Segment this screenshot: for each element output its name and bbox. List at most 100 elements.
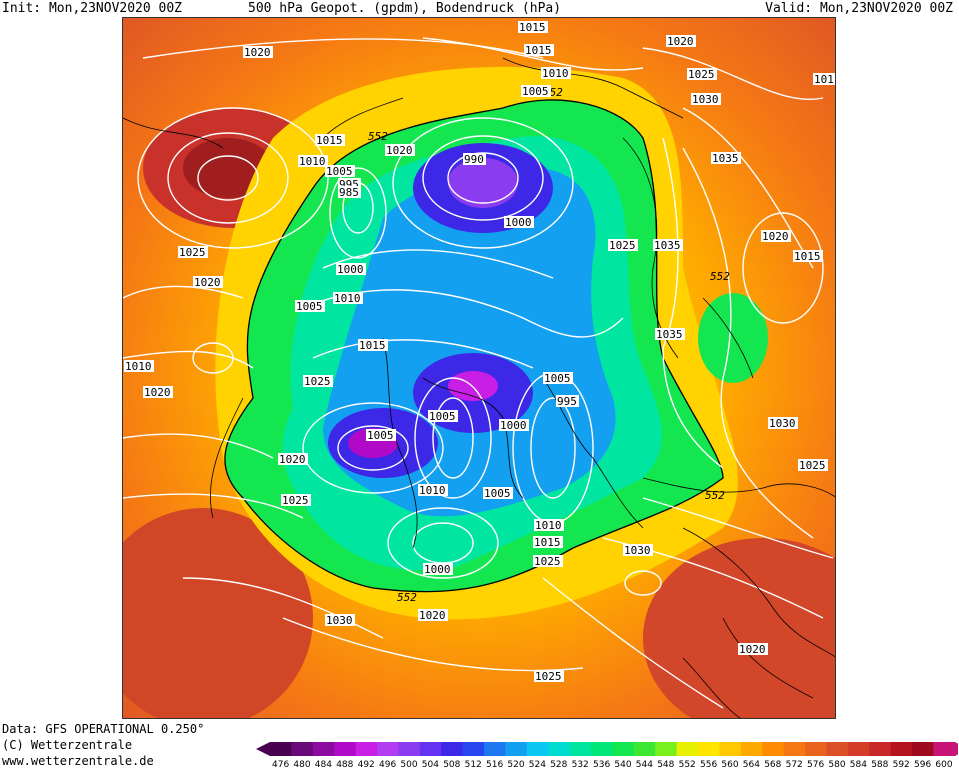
- isobar-value-label: 1010: [541, 67, 571, 80]
- legend-swatch: [462, 742, 485, 756]
- legend-swatch: [890, 742, 913, 756]
- isobar-value-label: 1005: [428, 410, 458, 423]
- isobar-value-label: 1015: [315, 134, 345, 147]
- legend-swatch: [847, 742, 870, 756]
- isobar-value-label: 1015: [776, 718, 806, 719]
- isobar-value-label: 1015: [533, 536, 563, 549]
- legend-value-label: 528: [550, 760, 567, 770]
- valid-time-label: Valid: Mon,23NOV2020 00Z: [765, 1, 953, 16]
- legend-value-label: 524: [529, 760, 546, 770]
- legend-value-label: 600: [935, 760, 952, 770]
- svg-text:1035: 1035: [712, 152, 739, 165]
- svg-text:1010: 1010: [125, 360, 152, 373]
- isobar-value-label: 1000: [504, 216, 534, 229]
- isobar-value-label: 1020: [761, 230, 791, 243]
- svg-text:1015: 1015: [525, 44, 552, 57]
- legend-value-label: 480: [293, 760, 310, 770]
- svg-text:1020: 1020: [194, 276, 221, 289]
- isobar-value-label: 990: [463, 153, 486, 166]
- isobar-value-label: 1025: [798, 459, 828, 472]
- legend-swatch: [484, 742, 506, 756]
- isobar-value-label: 1030: [325, 614, 355, 627]
- legend-swatch: [569, 742, 592, 756]
- legend-value-label: 512: [465, 760, 482, 770]
- isobar-value-label: 1020: [418, 609, 448, 622]
- legend-value-label: 568: [764, 760, 781, 770]
- legend-swatch: [805, 742, 827, 756]
- svg-text:1025: 1025: [535, 670, 562, 683]
- legend-value-label: 488: [336, 760, 353, 770]
- legend-value-label: 500: [400, 760, 417, 770]
- legend-swatch: [505, 742, 528, 756]
- contour-552-label: 552: [397, 591, 417, 604]
- isobar-value-label: 1000: [499, 419, 529, 432]
- legend-swatch: [334, 742, 357, 756]
- isobar-value-label: 1005: [325, 165, 355, 178]
- svg-text:1025: 1025: [688, 68, 715, 81]
- svg-text:1010: 1010: [542, 67, 569, 80]
- legend-swatch: [633, 742, 656, 756]
- legend-swatch: [270, 742, 292, 756]
- isobar-value-label: 1020: [243, 46, 273, 59]
- legend-swatch: [783, 742, 806, 756]
- copyright-text: (C) Wetterzentrale: [2, 738, 133, 752]
- isobar-value-label: 1030: [623, 544, 653, 557]
- website-url: www.wetterzentrale.de: [2, 754, 154, 768]
- svg-text:1020: 1020: [739, 643, 766, 656]
- svg-text:985: 985: [339, 186, 359, 199]
- isobar-value-label: 1010: [298, 155, 328, 168]
- legend-swatch: [740, 742, 763, 756]
- svg-text:1035: 1035: [656, 328, 683, 341]
- legend-value-label: 584: [850, 760, 867, 770]
- contour-552-label: 552: [710, 270, 730, 283]
- svg-text:1020: 1020: [667, 35, 694, 48]
- legend-value-label: 496: [379, 760, 396, 770]
- isobar-value-label: 1035: [655, 328, 685, 341]
- svg-text:1015: 1015: [359, 339, 386, 352]
- legend-value-label: 536: [593, 760, 610, 770]
- isobar-value-label: 985: [338, 186, 361, 199]
- isobar-value-label: 1015: [524, 44, 554, 57]
- svg-text:1005: 1005: [367, 429, 394, 442]
- svg-text:1005: 1005: [326, 165, 353, 178]
- svg-text:101: 101: [814, 73, 834, 86]
- svg-text:1005: 1005: [296, 300, 323, 313]
- legend-swatch: [548, 742, 571, 756]
- legend-value-label: 552: [679, 760, 696, 770]
- svg-text:1010: 1010: [419, 484, 446, 497]
- legend-value-label: 504: [422, 760, 439, 770]
- legend-swatch: [826, 742, 849, 756]
- legend-value-label: 596: [914, 760, 931, 770]
- svg-text:1005: 1005: [522, 85, 549, 98]
- warm-region-sw: [123, 508, 313, 718]
- svg-text:1025: 1025: [609, 239, 636, 252]
- svg-text:1020: 1020: [144, 386, 171, 399]
- data-source-text: Data: GFS OPERATIONAL 0.250°: [2, 722, 205, 736]
- isobar-value-label: 1025: [281, 494, 311, 507]
- svg-text:995: 995: [557, 395, 577, 408]
- isobar-value-label: 1010: [534, 519, 564, 532]
- isobar-value-label: 1020: [738, 643, 768, 656]
- legend-swatch: [912, 742, 934, 756]
- legend-value-label: 540: [614, 760, 631, 770]
- legend-swatch: [312, 742, 335, 756]
- isobar-value-label: 1035: [653, 239, 683, 252]
- svg-text:1005: 1005: [484, 487, 511, 500]
- isobar-value-label: 1035: [711, 152, 741, 165]
- isobar-value-label: 1025: [178, 246, 208, 259]
- isobar-value-label: 1015: [358, 339, 388, 352]
- isobar-value-label: 101: [813, 73, 835, 86]
- low-geopotential-green-east: [698, 293, 768, 383]
- isobar-value-label: 1020: [385, 144, 415, 157]
- svg-text:1000: 1000: [337, 263, 364, 276]
- svg-text:1015: 1015: [534, 536, 561, 549]
- legend-value-label: 580: [828, 760, 845, 770]
- svg-text:1030: 1030: [624, 544, 651, 557]
- legend-swatch: [591, 742, 613, 756]
- svg-text:1035: 1035: [654, 239, 681, 252]
- isobar-value-label: 1005: [295, 300, 325, 313]
- legend-swatch: [612, 742, 635, 756]
- legend-value-label: 508: [443, 760, 460, 770]
- svg-text:1000: 1000: [505, 216, 532, 229]
- legend-swatch: [869, 742, 892, 756]
